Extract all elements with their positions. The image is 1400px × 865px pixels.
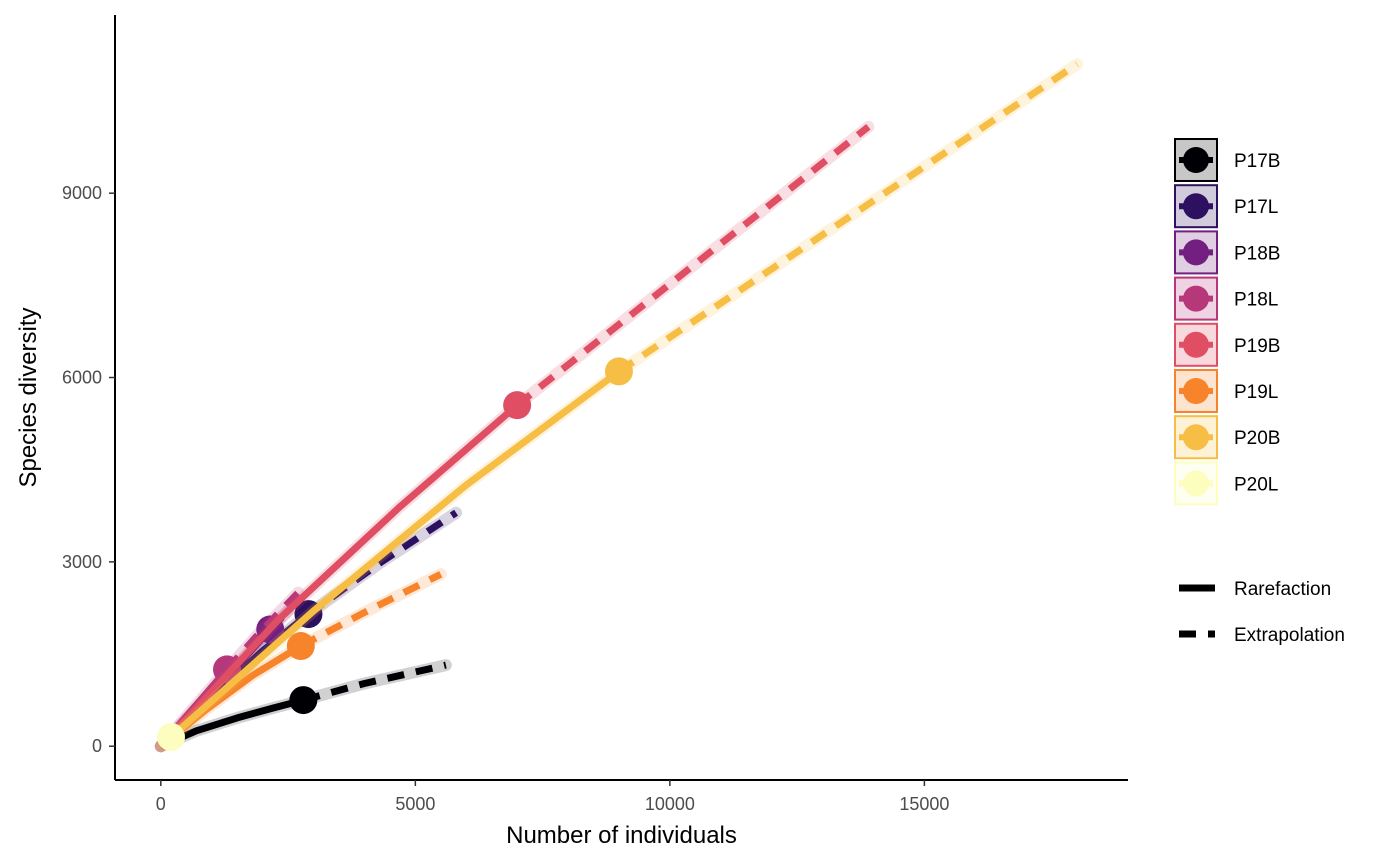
legend-key-point bbox=[1183, 147, 1209, 173]
y-axis-title: Species diversity bbox=[15, 307, 42, 487]
legend-label: P20B bbox=[1234, 428, 1280, 449]
observed-point bbox=[156, 722, 185, 751]
legend-label: P19L bbox=[1234, 382, 1278, 403]
extrapolation-line bbox=[224, 590, 301, 672]
extrapolation-line bbox=[299, 571, 443, 650]
legend-linetype-extrapolation: Extrapolation bbox=[1179, 625, 1345, 646]
rarefaction-line bbox=[158, 368, 622, 749]
legend-key-point bbox=[1183, 378, 1209, 404]
legend-key-point bbox=[1183, 193, 1209, 220]
plot-area bbox=[154, 58, 1084, 753]
legend-item-p19b: P19B bbox=[1174, 322, 1280, 367]
legend-label: P20L bbox=[1234, 474, 1278, 495]
legend-item-p17b: P17B bbox=[1174, 138, 1280, 182]
axes: 0 5000 10000 15000 0 3000 6000 9000 bbox=[62, 15, 1128, 814]
legend-label: P17L bbox=[1234, 197, 1278, 218]
y-tick-label: 3000 bbox=[62, 552, 102, 572]
y-tick-label: 9000 bbox=[62, 183, 102, 203]
x-tick-label: 10000 bbox=[645, 794, 695, 814]
series-p20l bbox=[154, 722, 185, 753]
legend-key-point bbox=[1183, 285, 1209, 312]
legend-key-point bbox=[1183, 331, 1209, 358]
observed-point bbox=[286, 632, 315, 661]
legend-key-point bbox=[1183, 239, 1209, 266]
legend-key-point bbox=[1183, 470, 1209, 497]
observed-point bbox=[503, 391, 532, 420]
legend-label: P19B bbox=[1234, 336, 1280, 357]
legend-label: P17B bbox=[1234, 151, 1280, 172]
y-tick-label: 6000 bbox=[62, 368, 102, 388]
legend-item-p18b: P18B bbox=[1174, 230, 1280, 275]
x-tick-label: 15000 bbox=[899, 794, 949, 814]
legend-item-p19l: P19L bbox=[1174, 369, 1278, 413]
x-axis-title: Number of individuals bbox=[506, 822, 737, 849]
x-tick-label: 5000 bbox=[395, 794, 435, 814]
legend-linetype-rarefaction: Rarefaction bbox=[1179, 579, 1331, 600]
rarefaction-line bbox=[158, 402, 520, 749]
extrapolation-line bbox=[302, 661, 447, 704]
series-p20b bbox=[154, 58, 1084, 753]
series-p19b bbox=[154, 120, 875, 753]
observed-point bbox=[289, 686, 318, 715]
legend-label: P18L bbox=[1234, 290, 1278, 311]
legend-key-point bbox=[1183, 424, 1209, 451]
extrapolation-line bbox=[617, 61, 1080, 375]
legend-item-p18l: P18L bbox=[1174, 276, 1278, 321]
legend-linetype-label: Rarefaction bbox=[1234, 579, 1331, 600]
y-tick-label: 0 bbox=[92, 736, 102, 756]
observed-point bbox=[604, 357, 633, 386]
legend-item-p17l: P17L bbox=[1174, 184, 1278, 229]
legend-label: P18B bbox=[1234, 243, 1280, 264]
legend-item-p20b: P20B bbox=[1174, 415, 1280, 460]
x-tick-label: 0 bbox=[156, 794, 166, 814]
legend-item-p20l: P20L bbox=[1174, 461, 1278, 506]
legend: P17B P17L P18B P18L P19B P19L P20B P20L Rarefact… bbox=[1174, 138, 1345, 646]
legend-linetype-label: Extrapolation bbox=[1234, 625, 1345, 646]
